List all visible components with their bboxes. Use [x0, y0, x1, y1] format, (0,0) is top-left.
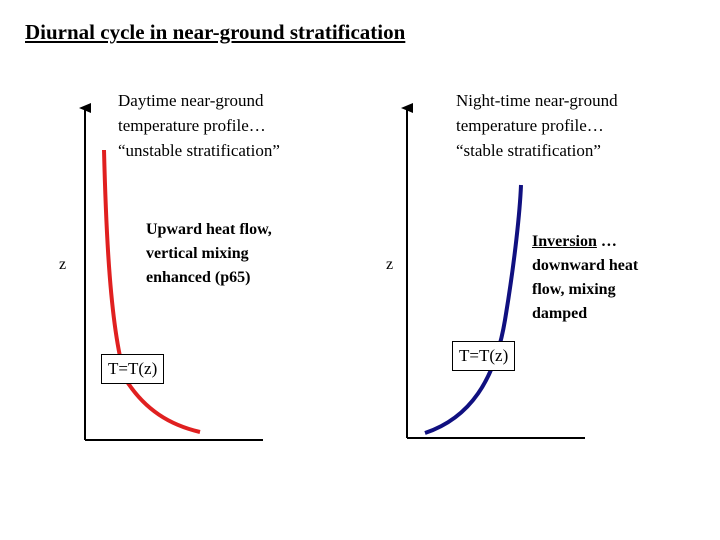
- left-z-label: z: [59, 256, 67, 273]
- right-panel-note: Inversion … downward heat flow, mixing d…: [532, 206, 638, 326]
- left-panel-caption: Daytime near-ground temperature profile……: [118, 91, 280, 160]
- left-temperature-curve: [102, 149, 201, 434]
- inversion-word: Inversion: [532, 233, 597, 250]
- right-note-text: Inversion … downward heat flow, mixing d…: [532, 233, 639, 322]
- left-panel-note: Upward heat flow, vertical mixing enhanc…: [146, 221, 272, 286]
- right-z-label: z: [386, 256, 394, 273]
- right-panel-caption: Night-time near-ground temperature profi…: [456, 91, 618, 160]
- page-title: Diurnal cycle in near-ground stratificat…: [25, 20, 406, 44]
- right-t-label-box: T=T(z): [452, 341, 516, 371]
- left-t-label-box: T=T(z): [101, 354, 165, 384]
- right-temperature-curve: [424, 184, 523, 435]
